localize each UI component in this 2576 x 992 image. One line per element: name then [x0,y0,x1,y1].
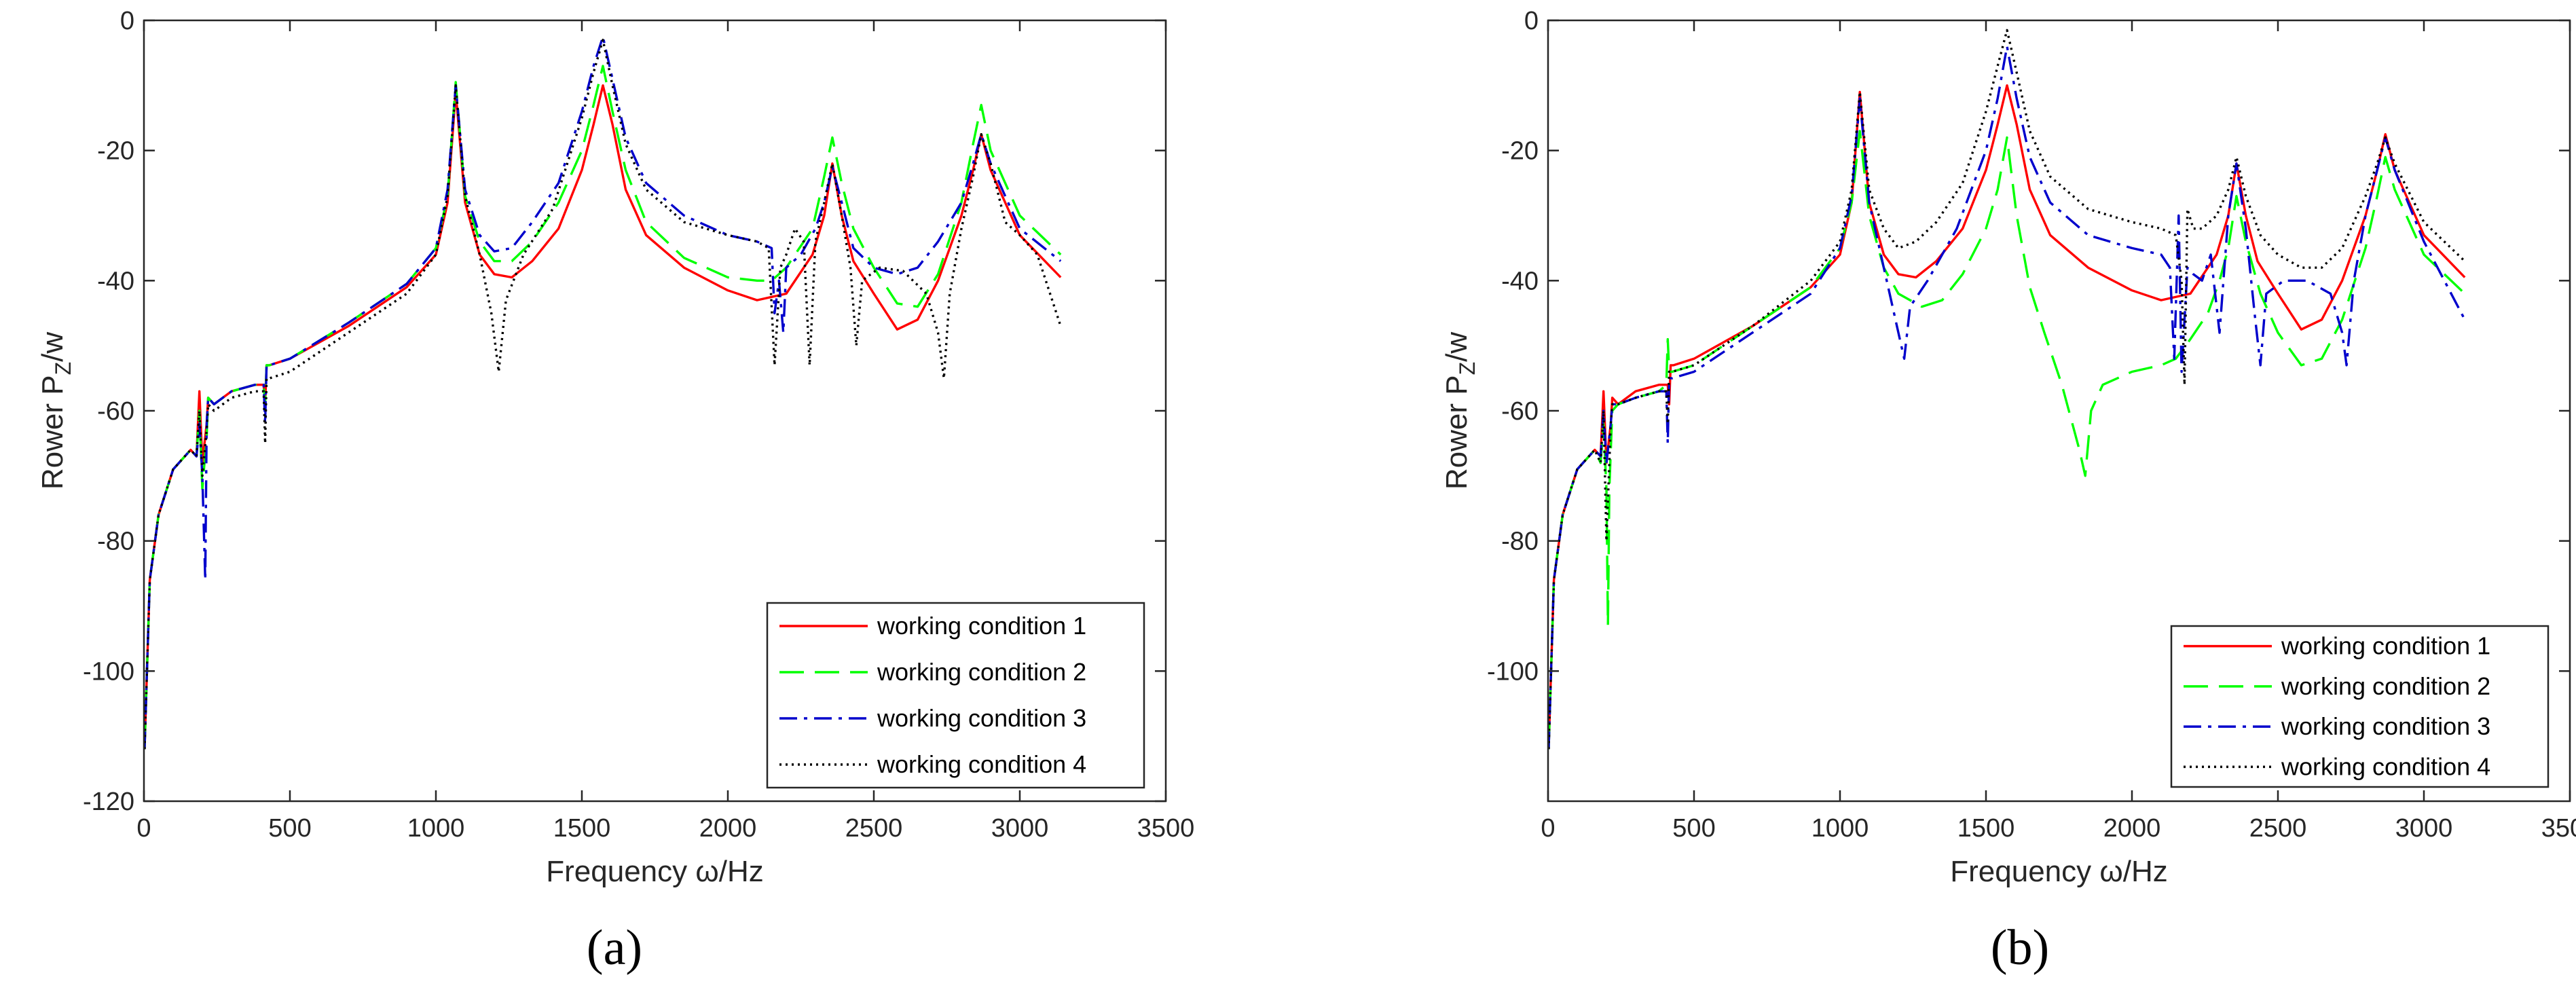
panel-caption: (b) [1991,920,2049,976]
x-axis-label: Frequency ω/Hz [546,855,763,888]
legend-label-4: working condition 4 [2281,752,2490,780]
series-line-4 [1548,29,2466,750]
y-axis-label-tail: /w [36,332,69,362]
legend-label-2: working condition 2 [2281,672,2490,700]
y-tick-label: -20 [1501,137,1539,166]
y-tick-label: -40 [1501,267,1539,295]
series-group [144,35,1062,750]
x-tick-label: 3500 [1137,814,1195,843]
legend-box [766,602,1145,789]
y-tick-label: -80 [97,528,134,556]
y-axis-label: Rower PZ/w [36,332,75,490]
y-tick-label: -100 [1487,657,1539,686]
x-tick-label: 500 [1672,814,1715,843]
legend-label-2: working condition 2 [877,658,1086,686]
series-line-1 [1548,84,2466,750]
x-tick-label: 1500 [1957,814,2015,843]
x-tick-label: 0 [1541,814,1555,843]
y-tick-label: 0 [1524,7,1539,35]
series-line-3 [144,35,1062,750]
chart-panel-b: 0 500 1000 1500 2000 2500 3000 3500 -100 -80 -60 -4… [1440,7,2576,976]
legend-label-3: working condition 3 [2281,712,2490,740]
y-axis-label-subscript: Z [1455,362,1479,375]
x-tick-label: 1000 [1811,814,1869,843]
y-tick-label: -60 [1501,397,1539,426]
x-tick-label: 2000 [2103,814,2161,843]
x-tick-label: 3500 [2541,814,2576,843]
panel-caption: (a) [587,920,642,976]
series-line-2 [144,65,1062,750]
y-axis-label-tail: /w [1440,332,1473,362]
x-tick-label: 500 [268,814,311,843]
y-tick-label: -60 [97,397,134,426]
x-tick-label: 1500 [553,814,611,843]
chart-panel-a: 0 500 1000 1500 2000 2500 3000 3500 -120 -100 -80 -… [36,7,1194,976]
x-tick-label: 3000 [991,814,1049,843]
legend-label-4: working condition 4 [877,750,1086,778]
y-axis-label-main: Rower P [1440,375,1473,490]
x-tick-label: 2500 [845,814,903,843]
x-axis-label: Frequency ω/Hz [1950,855,2167,888]
y-tick-label: -100 [83,657,134,686]
y-tick-label: -20 [97,137,134,166]
y-tick-label: -80 [1501,528,1539,556]
x-tick-label: 1000 [407,814,465,843]
series-group [1548,29,2466,750]
y-tick-label: -120 [83,788,134,816]
legend-label-1: working condition 1 [2281,632,2490,660]
legend-label-3: working condition 3 [877,704,1086,732]
x-tick-label: 2000 [699,814,757,843]
x-tick-label: 2500 [2249,814,2307,843]
legend: working condition 1 working condition 2 wo… [2170,625,2550,788]
y-axis-label-subscript: Z [51,362,75,375]
y-axis-label: Rower PZ/w [1440,332,1479,490]
legend: working condition 1 working condition 2 wo… [766,602,1145,789]
x-tick-label: 0 [136,814,151,843]
y-tick-label: 0 [120,7,134,35]
x-tick-label: 3000 [2395,814,2453,843]
y-axis-label-main: Rower P [36,375,69,490]
y-tick-label: -40 [97,267,134,295]
series-line-3 [1548,45,2466,750]
legend-box [2170,625,2550,788]
legend-label-1: working condition 1 [877,612,1086,640]
